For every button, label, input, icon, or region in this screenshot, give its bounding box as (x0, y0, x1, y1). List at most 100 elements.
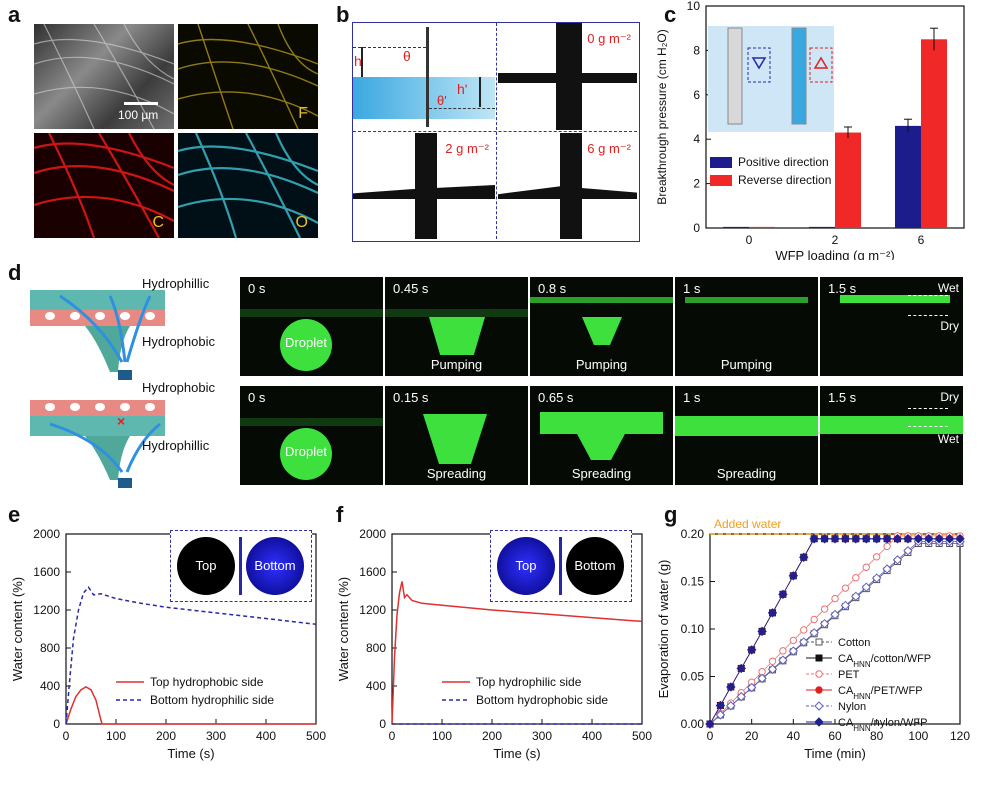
point (799, 637, 809, 647)
y-tick-label: 6 (693, 88, 700, 102)
x-tick-label: 300 (206, 729, 226, 743)
bar-0-1 (749, 226, 775, 228)
legend-marker (815, 654, 823, 662)
water-spread (675, 416, 818, 436)
guide-line-bottom (908, 315, 948, 316)
point (924, 534, 934, 544)
point (903, 546, 913, 556)
point (778, 589, 788, 600)
meniscus-image-0: 0 g m⁻² (498, 23, 637, 130)
fluorine-map: F (178, 24, 318, 129)
x-tick-label: 500 (632, 729, 652, 743)
point (882, 564, 892, 574)
point (872, 553, 881, 561)
water-spread (423, 414, 487, 464)
y-tick-label: 0.20 (681, 527, 705, 541)
y-tick-label: 400 (40, 679, 60, 693)
panel-label-a: a (8, 2, 21, 27)
water-plume (582, 317, 622, 345)
legend-label: Reverse direction (738, 173, 831, 187)
droplet (280, 428, 332, 480)
legend-marker (815, 686, 823, 694)
inset-box-red (809, 47, 833, 83)
x-tick-label: 300 (532, 729, 552, 743)
x-axis-label: Time (s) (493, 746, 540, 761)
x-tick-label: 100 (106, 729, 126, 743)
legend-marker (814, 701, 824, 711)
x-tick-label: 200 (156, 729, 176, 743)
divider-horizontal (353, 131, 637, 132)
panel-label-c: c (664, 2, 677, 27)
point (800, 626, 808, 634)
point (726, 682, 736, 692)
x-tick-label: 80 (870, 729, 884, 743)
x-tick-label: 400 (256, 729, 276, 743)
inset-tube-right (791, 27, 807, 125)
y-axis-label: Breakthrough pressure (cm H₂O) (655, 29, 669, 204)
bar-6-0 (895, 125, 921, 228)
panel-label-e: e (8, 502, 21, 527)
label-hydrophilic-top: Hydrophillic (142, 276, 210, 291)
x-tick-label: 400 (582, 729, 602, 743)
point (882, 534, 892, 544)
schematic-spreading-art: × (30, 400, 165, 488)
loading-label-2: 2 g m⁻² (445, 141, 489, 156)
frame-spread-3: 0.65 s Spreading (530, 386, 673, 485)
frame-spread-5: 1.5 s Dry Wet (820, 386, 963, 485)
water-plume (429, 317, 485, 355)
y-axis-label: Water content (%) (10, 577, 25, 681)
point (830, 534, 840, 544)
x-tick-label: 6 (918, 233, 925, 247)
frame-time: 0.45 s (393, 281, 429, 296)
legend-label: Cotton (838, 637, 870, 649)
point (715, 700, 726, 711)
point (913, 534, 924, 544)
point (788, 571, 799, 581)
point (746, 682, 757, 693)
top-surface-circle (497, 537, 555, 595)
y-tick-label: 800 (40, 641, 60, 655)
legend-marker (814, 717, 824, 727)
frame-time: 0.65 s (538, 390, 574, 405)
fiber-texture (34, 24, 174, 129)
legend-label: Bottom hydrophobic side (476, 693, 608, 707)
contact-angle-schematic: h θ h' θ' (353, 23, 495, 131)
y-tick-label: 0.00 (681, 717, 705, 731)
label-hydrophobic-top: Hydrophobic (142, 334, 215, 349)
point (934, 534, 944, 544)
inset-divider (559, 537, 562, 595)
y-axis-label: Evaporation of water (g) (656, 560, 671, 699)
point (715, 710, 726, 720)
frame-time: 0 s (248, 281, 266, 296)
oxygen-map: O (178, 133, 318, 238)
guide-line-bottom (908, 426, 948, 427)
guide-line-top (908, 295, 948, 296)
y-tick-label: 0 (379, 717, 386, 731)
side-label-bottom: Dry (940, 319, 959, 333)
guide-line-top (908, 408, 948, 409)
y-tick-label: 0.15 (681, 575, 705, 589)
point (851, 591, 861, 602)
side-label-bottom: Wet (937, 432, 959, 446)
inset-f: Top Bottom (490, 530, 632, 602)
frame-spread-1: Droplet 0 s (240, 386, 383, 485)
series-line-0 (391, 581, 643, 725)
fabric-band (240, 309, 383, 317)
bar-6-1 (921, 39, 947, 228)
legend-swatch (710, 157, 732, 168)
y-tick-label: 400 (366, 679, 386, 693)
frame-time: 1.5 s (828, 281, 857, 296)
point (746, 645, 757, 655)
droplet-label: Droplet (285, 335, 327, 350)
point (861, 534, 871, 544)
surface-silhouette (498, 73, 637, 83)
element-label-f: F (298, 105, 308, 122)
point (892, 555, 903, 565)
point (736, 663, 746, 674)
label-hydrophilic-bottom: Hydrophillic (142, 438, 210, 453)
point (779, 647, 787, 655)
meniscus-image-6: 6 g m⁻² (498, 133, 637, 239)
point (767, 664, 778, 674)
point (778, 655, 788, 665)
frame-caption: Spreading (716, 466, 777, 481)
